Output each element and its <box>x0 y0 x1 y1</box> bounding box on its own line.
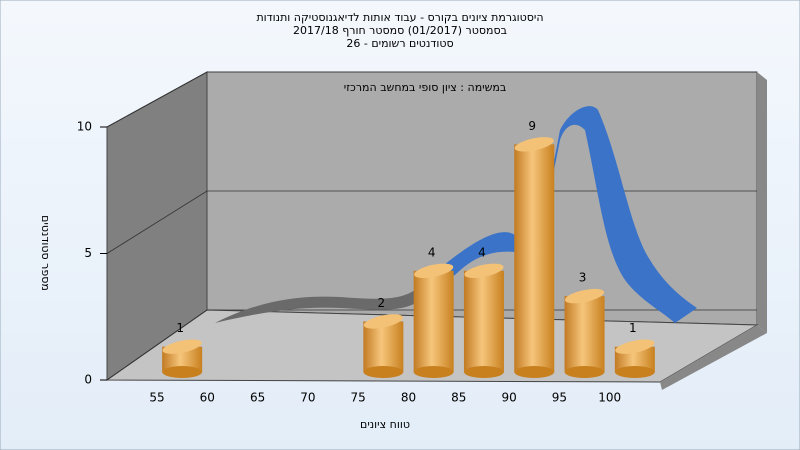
x-tick-label: 60 <box>200 391 215 405</box>
x-tick-label: 95 <box>552 391 567 405</box>
chart-subtitle: סטודנטים רשומים - 26 <box>346 37 453 50</box>
y-axis-label: מספר סטודנטים <box>39 215 52 291</box>
y-tick-label: 10 <box>77 120 92 134</box>
bar-base <box>363 366 404 378</box>
bar-top <box>564 288 605 304</box>
bar <box>463 270 504 372</box>
data-label: 1 <box>629 321 637 335</box>
bar-base <box>162 366 203 378</box>
curve-shadow <box>215 290 418 323</box>
data-label: 4 <box>428 245 436 259</box>
floor-edge <box>660 325 767 390</box>
x-tick-label: 85 <box>451 391 466 405</box>
x-tick-label: 55 <box>149 391 164 405</box>
x-axis-label: טווח ציונים <box>360 418 410 431</box>
data-label: 9 <box>528 119 536 133</box>
bar <box>413 270 454 372</box>
data-label: 4 <box>478 245 486 259</box>
bar-base <box>413 366 454 378</box>
bar-top <box>414 263 454 278</box>
x-tick-label: 90 <box>501 391 516 405</box>
x-tick-label: 65 <box>250 391 265 405</box>
grid-line <box>106 71 757 128</box>
bar-base <box>614 366 655 378</box>
chart-title: היסטוגרמת ציונים בקורס - עבוד אותות לדיא… <box>256 11 543 24</box>
bar <box>564 296 605 372</box>
data-label: 3 <box>579 271 587 285</box>
back-wall-edge <box>757 72 767 333</box>
x-tick-label: 100 <box>598 391 621 405</box>
bar-top <box>514 137 554 152</box>
bar <box>363 321 404 372</box>
chart-subtitle: בסמסטר (01/2017) סמסטר חורף 2017/18 <box>293 24 507 37</box>
x-tick-label: 75 <box>351 391 366 405</box>
bar-top <box>363 314 403 329</box>
bar-top <box>162 339 202 354</box>
annotation: במשימה : ציון סופי במחשב המרכזי <box>344 81 507 94</box>
bar-top <box>615 339 655 354</box>
data-label: 2 <box>378 296 386 310</box>
data-label: 1 <box>176 321 184 335</box>
distribution-curve <box>415 106 697 323</box>
x-tick-label: 80 <box>401 391 416 405</box>
grid-line <box>106 190 757 254</box>
bar-base <box>514 366 555 378</box>
bar-base <box>564 366 605 378</box>
bar-base <box>463 366 504 378</box>
x-tick-label: 70 <box>300 391 315 405</box>
y-tick-label: 5 <box>84 246 92 260</box>
bar <box>514 144 555 372</box>
y-tick-label: 0 <box>84 373 92 387</box>
bar-top <box>464 263 504 278</box>
